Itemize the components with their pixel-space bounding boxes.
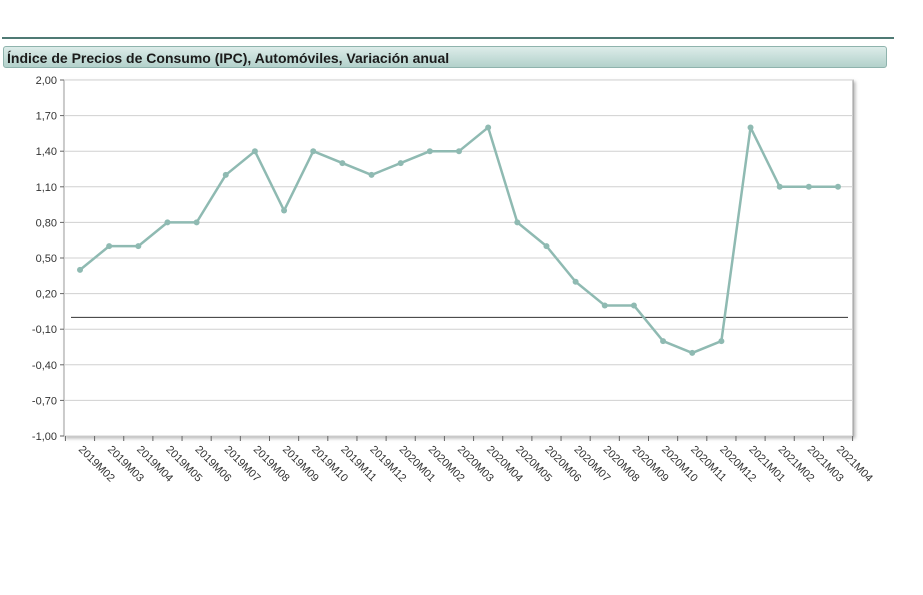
- data-point[interactable]: [368, 171, 375, 178]
- data-point[interactable]: [572, 278, 579, 285]
- y-tick-label: -0,40: [32, 360, 57, 372]
- x-axis: 2019M022019M032019M042019M052019M062019M…: [64, 436, 875, 485]
- data-point[interactable]: [397, 160, 404, 167]
- data-point[interactable]: [77, 266, 83, 273]
- y-tick-label: 1,40: [36, 146, 57, 158]
- data-point[interactable]: [164, 219, 171, 226]
- data-point[interactable]: [601, 302, 608, 309]
- chart-title: Índice de Precios de Consumo (IPC), Auto…: [7, 50, 450, 66]
- data-point[interactable]: [689, 349, 696, 356]
- y-tick-label: 1,10: [36, 182, 57, 194]
- data-point[interactable]: [281, 207, 288, 214]
- data-point[interactable]: [426, 148, 433, 155]
- y-tick-label: -1,00: [32, 431, 57, 443]
- data-point[interactable]: [310, 148, 317, 155]
- data-point[interactable]: [339, 160, 346, 167]
- y-axis: 2,00 1,70 1,40 1,10 0,80 0,50 0,20 -0,10 -0,40 -0…: [32, 75, 64, 443]
- chart-title-bar: Índice de Precios de Consumo (IPC), Auto…: [3, 46, 887, 68]
- data-point[interactable]: [835, 183, 841, 190]
- series-ipc: [77, 124, 841, 356]
- data-point[interactable]: [514, 219, 521, 226]
- data-point[interactable]: [776, 183, 783, 190]
- header-rule: [2, 37, 894, 39]
- data-point[interactable]: [222, 171, 229, 178]
- data-point[interactable]: [135, 243, 142, 250]
- data-point[interactable]: [106, 243, 113, 250]
- y-tick-label: 0,50: [36, 253, 57, 265]
- y-tick-label: -0,10: [32, 324, 57, 336]
- data-point[interactable]: [193, 219, 200, 226]
- y-tick-label: 0,20: [36, 289, 57, 301]
- data-point[interactable]: [543, 243, 550, 250]
- y-tick-label: 2,00: [36, 75, 57, 87]
- data-point[interactable]: [718, 338, 725, 345]
- data-point[interactable]: [630, 302, 637, 309]
- data-point[interactable]: [251, 148, 258, 155]
- y-tick-label: -0,70: [32, 395, 57, 407]
- data-point[interactable]: [485, 124, 492, 131]
- y-tick-label: 1,70: [36, 111, 57, 123]
- data-point[interactable]: [747, 124, 754, 131]
- data-point[interactable]: [805, 183, 812, 190]
- data-point[interactable]: [456, 148, 462, 155]
- data-point[interactable]: [660, 338, 667, 345]
- y-tick-label: 0,80: [36, 217, 57, 229]
